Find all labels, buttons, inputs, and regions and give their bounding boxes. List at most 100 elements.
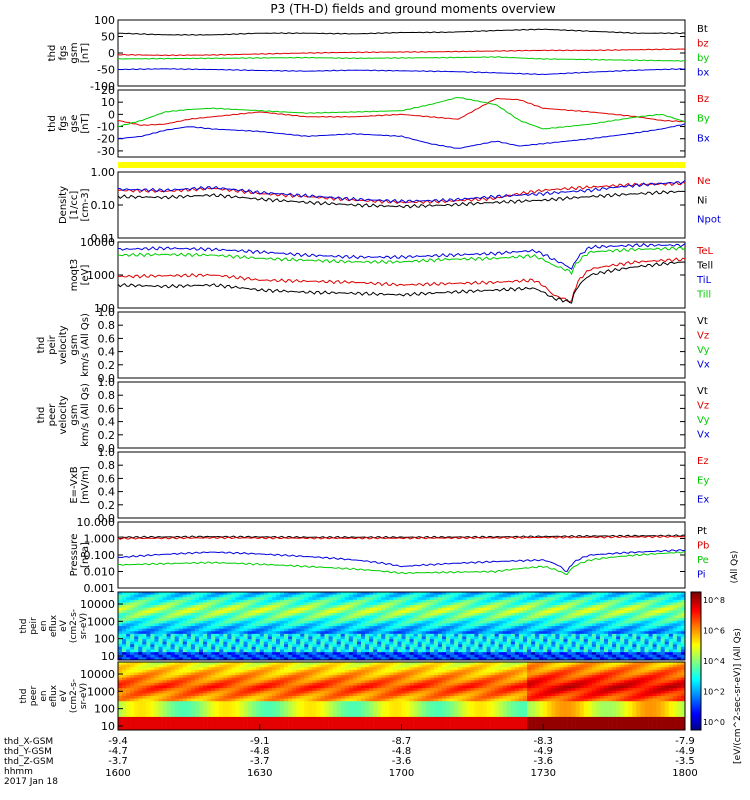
spectrogram-cell (146, 706, 151, 710)
spectrogram-cell (320, 618, 325, 622)
spectrogram-cell (535, 599, 540, 603)
spectrogram-cell (142, 636, 147, 640)
spectrogram-cell (243, 599, 248, 603)
spectrogram-cell (636, 597, 641, 601)
spectrogram-cell (194, 703, 200, 707)
spectrogram-cell (259, 654, 265, 658)
spectrogram-cell (656, 633, 661, 637)
spectrogram-cell (142, 719, 147, 723)
spectrogram-cell (332, 654, 337, 658)
spectrogram-cell (409, 594, 414, 598)
spectrogram-cell (296, 633, 301, 637)
spectrogram-cell (494, 633, 499, 637)
spectrogram-cell (583, 639, 589, 642)
spectrogram-cell (280, 612, 285, 616)
spectrogram-cell (490, 644, 495, 648)
spectrogram-cell (227, 727, 232, 731)
spectrogram-cell (215, 631, 220, 635)
spectrogram-cell (142, 615, 147, 619)
spectrogram-cell (275, 639, 281, 642)
spectrogram-cell (150, 664, 155, 668)
spectrogram-cell (263, 639, 269, 642)
spectrogram-cell (223, 654, 228, 658)
spectrogram-cell (215, 636, 220, 640)
spectrogram-cell (219, 727, 224, 731)
spectrogram-cell (194, 639, 200, 642)
spectrogram-cell (255, 626, 261, 629)
spectrogram-cell (243, 690, 248, 694)
spectrogram-cell (211, 709, 216, 712)
spectrogram-cell (280, 620, 285, 624)
spectrogram-cell (587, 623, 593, 627)
spectrogram-cell (154, 696, 159, 699)
spectrogram-cell (417, 628, 423, 632)
spectrogram-cell (203, 628, 208, 632)
spectrogram-cell (223, 724, 228, 728)
spectrogram-cell (146, 623, 151, 627)
spectrogram-cell (203, 669, 208, 673)
spectrogram-cell (235, 719, 240, 723)
spectrogram-cell (243, 696, 248, 699)
spectrogram-cell (150, 597, 155, 601)
spectrogram-cell (263, 652, 269, 656)
spectrogram-cell (599, 605, 605, 608)
spectrogram-cell (166, 602, 171, 606)
spectrogram-cell (162, 675, 167, 678)
spectrogram-cell (644, 644, 649, 648)
spectrogram-cell (486, 602, 491, 606)
spectrogram-cell (126, 631, 131, 635)
spectrogram-cell (243, 594, 248, 598)
spectrogram-cell (170, 641, 175, 645)
spectrogram-cell (271, 602, 277, 606)
spectrogram-cell (527, 597, 532, 601)
spectrogram-cell (130, 633, 135, 637)
spectrogram-cell (413, 620, 418, 624)
spectrogram-cell (296, 618, 301, 622)
spectrogram-cell (263, 662, 269, 665)
spectrogram-cell (296, 639, 301, 642)
spectrogram-cell (239, 631, 244, 635)
y-tick-label: 10000 (80, 236, 115, 249)
spectrogram-cell (474, 610, 479, 614)
spectrogram-cell (470, 602, 475, 606)
spectrogram-cell (275, 602, 281, 606)
spectrogram-cell (174, 714, 180, 718)
spectrogram-cell (361, 626, 366, 629)
spectrogram-cell (599, 633, 605, 637)
spectrogram-cell (126, 599, 131, 603)
spectrogram-cell (247, 628, 252, 632)
spectrogram-cell (640, 633, 645, 637)
spectrogram-cell (118, 675, 123, 678)
spectrogram-cell (490, 654, 495, 658)
spectrogram-cell (680, 652, 686, 656)
spectrogram-cell (134, 677, 139, 681)
spectrogram-cell (352, 612, 358, 616)
spectrogram-cell (199, 623, 204, 627)
spectrogram-cell (251, 623, 256, 627)
spectrogram-cell (591, 641, 597, 645)
spectrogram-cell (158, 690, 163, 694)
spectrogram-cell (640, 615, 645, 619)
spectrogram-cell (632, 594, 637, 598)
spectrogram-cell (267, 623, 273, 627)
spectrogram-cell (616, 657, 621, 661)
spectrogram-cell (142, 605, 147, 608)
spectrogram-cell (162, 641, 167, 645)
spectrogram-cell (300, 612, 305, 616)
spectrogram-cell (336, 626, 342, 629)
spectrogram-cell (531, 631, 536, 635)
spectrogram-cell (243, 657, 248, 661)
spectrogram-cell (300, 646, 305, 650)
spectrogram-cell (433, 628, 439, 632)
spectrogram-cell (178, 639, 184, 642)
spectrogram-cell (356, 594, 362, 598)
spectrogram-cell (267, 672, 273, 676)
spectrogram-cell (300, 649, 305, 653)
spectrogram-cell (259, 709, 265, 712)
spectrogram-cell (656, 657, 661, 661)
spectrogram-cell (251, 594, 256, 598)
spectrogram-cell (239, 594, 244, 598)
spectrogram-cell (142, 644, 147, 648)
spectrogram-cell (292, 597, 297, 601)
spectrogram-cell (162, 709, 167, 712)
